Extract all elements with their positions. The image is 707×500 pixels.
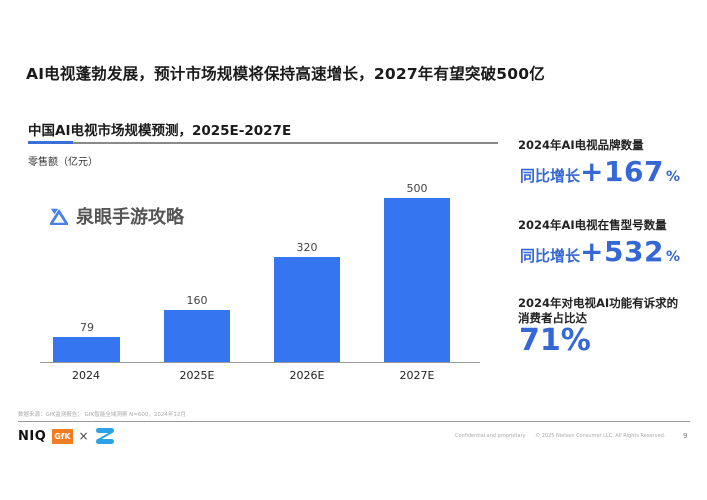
gfk-logo: GfK <box>52 428 73 444</box>
x-axis-line <box>40 362 480 363</box>
times-sign: × <box>78 429 89 443</box>
stat-label-line: 2024年对电视AI功能有诉求的 <box>518 296 679 310</box>
bar-2024 <box>53 337 120 362</box>
title-divider-accent <box>28 141 73 144</box>
confidential-note: Confidential and proprietary <box>455 433 526 439</box>
stat-brand-count-label: 2024年AI电视品牌数量 <box>518 138 644 152</box>
page-number: 9 <box>683 432 688 440</box>
source-note: 数据来源：GfK监测报告； GfK智能全域洞察 N=600，2024年12月 <box>18 412 186 418</box>
stat-consumer-demand-label: 2024年对电视AI功能有诉求的 消费者占比达 <box>518 296 678 326</box>
bar-2025e <box>164 310 230 362</box>
bar-value-label: 320 <box>296 241 318 254</box>
headline: AI电视蓬勃发展，预计市场规模将保持高速增长，2027年有望突破500亿 <box>26 65 545 83</box>
partner-z-logo-icon <box>95 428 114 444</box>
watermark-text: 泉眼手游攻略 <box>76 207 184 228</box>
stat-number: +532 <box>580 235 664 268</box>
y-axis-label: 零售额（亿元） <box>28 157 98 168</box>
stat-number: +167 <box>580 155 664 188</box>
bar-value-label: 500 <box>406 182 428 195</box>
x-tick-label: 2027E <box>399 369 435 382</box>
x-tick-label: 2026E <box>289 369 325 382</box>
stat-prefix: 同比增长 <box>520 247 581 265</box>
stat-model-count-value: 同比增长 +532 % <box>520 235 680 268</box>
x-tick-label: 2025E <box>179 369 215 382</box>
footer-divider <box>18 421 690 422</box>
bar-2027e <box>384 198 450 362</box>
footer-logos: NIQ GfK × <box>18 428 115 444</box>
watermark: 泉眼手游攻略 <box>50 203 184 229</box>
niq-logo: NIQ <box>18 428 47 444</box>
stat-consumer-demand-value: 71% <box>519 323 591 358</box>
title-divider <box>28 142 498 144</box>
bar-value-label: 79 <box>80 321 94 334</box>
stat-label-line: 消费者占比达 <box>518 311 587 325</box>
x-tick-label: 2024 <box>72 369 100 382</box>
footer-legal: Confidential and proprietary © 2025 Niel… <box>455 433 665 439</box>
bar-2026e <box>274 257 340 362</box>
copyright-note: © 2025 Nielsen Consumer LLC. All Rights … <box>535 433 666 439</box>
stat-brand-count-value: 同比增长 +167 % <box>520 155 680 188</box>
stat-prefix: 同比增长 <box>520 167 581 185</box>
watermark-logo-icon <box>50 208 68 225</box>
stat-suffix: % <box>665 169 680 185</box>
chart-title: 中国AI电视市场规模预测，2025E-2027E <box>28 123 292 139</box>
stat-model-count-label: 2024年AI电视在售型号数量 <box>518 218 667 232</box>
bar-value-label: 160 <box>186 294 208 307</box>
stat-suffix: % <box>665 249 680 265</box>
